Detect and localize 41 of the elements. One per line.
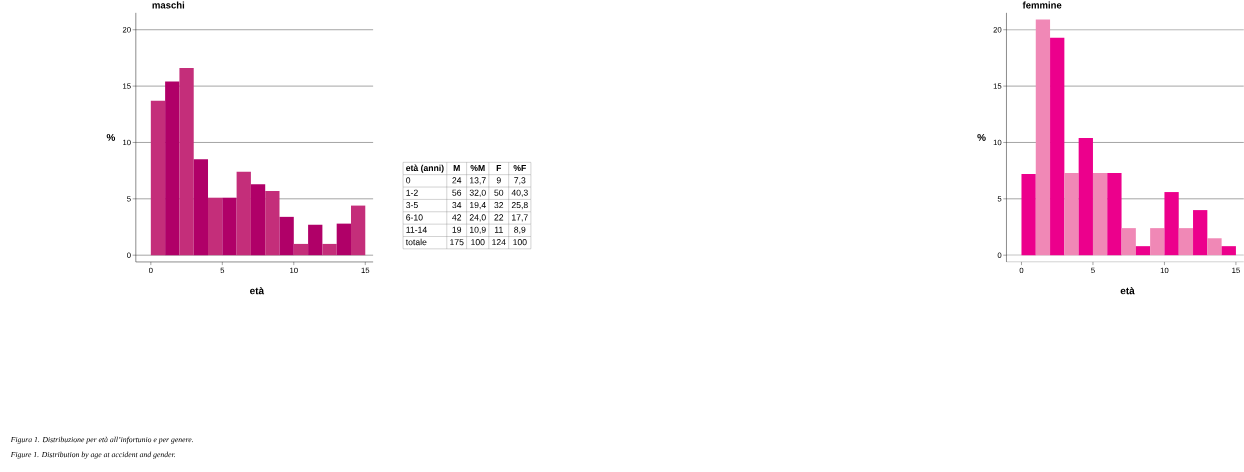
text: 3-5 [406, 202, 418, 209]
text: 6-10 [406, 214, 423, 221]
text: 17,7 [512, 214, 528, 222]
chart-title: maschi [152, 1, 185, 9]
text: 24 [452, 177, 462, 184]
text: 11 [494, 227, 503, 233]
text: 40,3 [511, 189, 528, 197]
text: 1-2 [406, 189, 418, 196]
text: 25,8 [511, 202, 528, 210]
y-axis-title: % [977, 134, 986, 142]
x-axis-title: età [1120, 287, 1135, 295]
text: 13,7 [470, 177, 486, 185]
text: F [496, 165, 502, 172]
text: 100 [471, 239, 485, 246]
text: 50 [494, 189, 504, 196]
text: 24,0 [469, 214, 486, 222]
text: 175 [450, 239, 464, 246]
text: 32,0 [469, 189, 486, 197]
text: %F [513, 165, 526, 172]
text: 124 [492, 239, 506, 246]
text: 8,9 [514, 226, 526, 235]
text: 7,3 [514, 177, 526, 185]
chart-title: femmine [1022, 1, 1062, 9]
text: 19 [452, 226, 462, 234]
text: totale [405, 239, 427, 246]
text: età (anni) [406, 164, 444, 173]
text: 34 [452, 202, 462, 209]
text: 9 [496, 177, 501, 184]
text: 19,4 [470, 202, 486, 210]
text: 56 [452, 189, 462, 196]
text: 10,9 [470, 226, 486, 235]
text: 42 [452, 214, 462, 221]
text: 100 [513, 239, 527, 246]
x-axis-title: età [250, 287, 265, 295]
y-axis-title: % [106, 134, 116, 142]
text: 0 [406, 177, 411, 184]
text: 22 [494, 214, 504, 221]
text: 32 [494, 202, 504, 209]
text: %M [470, 165, 485, 172]
text: 11-14 [406, 227, 427, 233]
text: M [453, 165, 460, 172]
